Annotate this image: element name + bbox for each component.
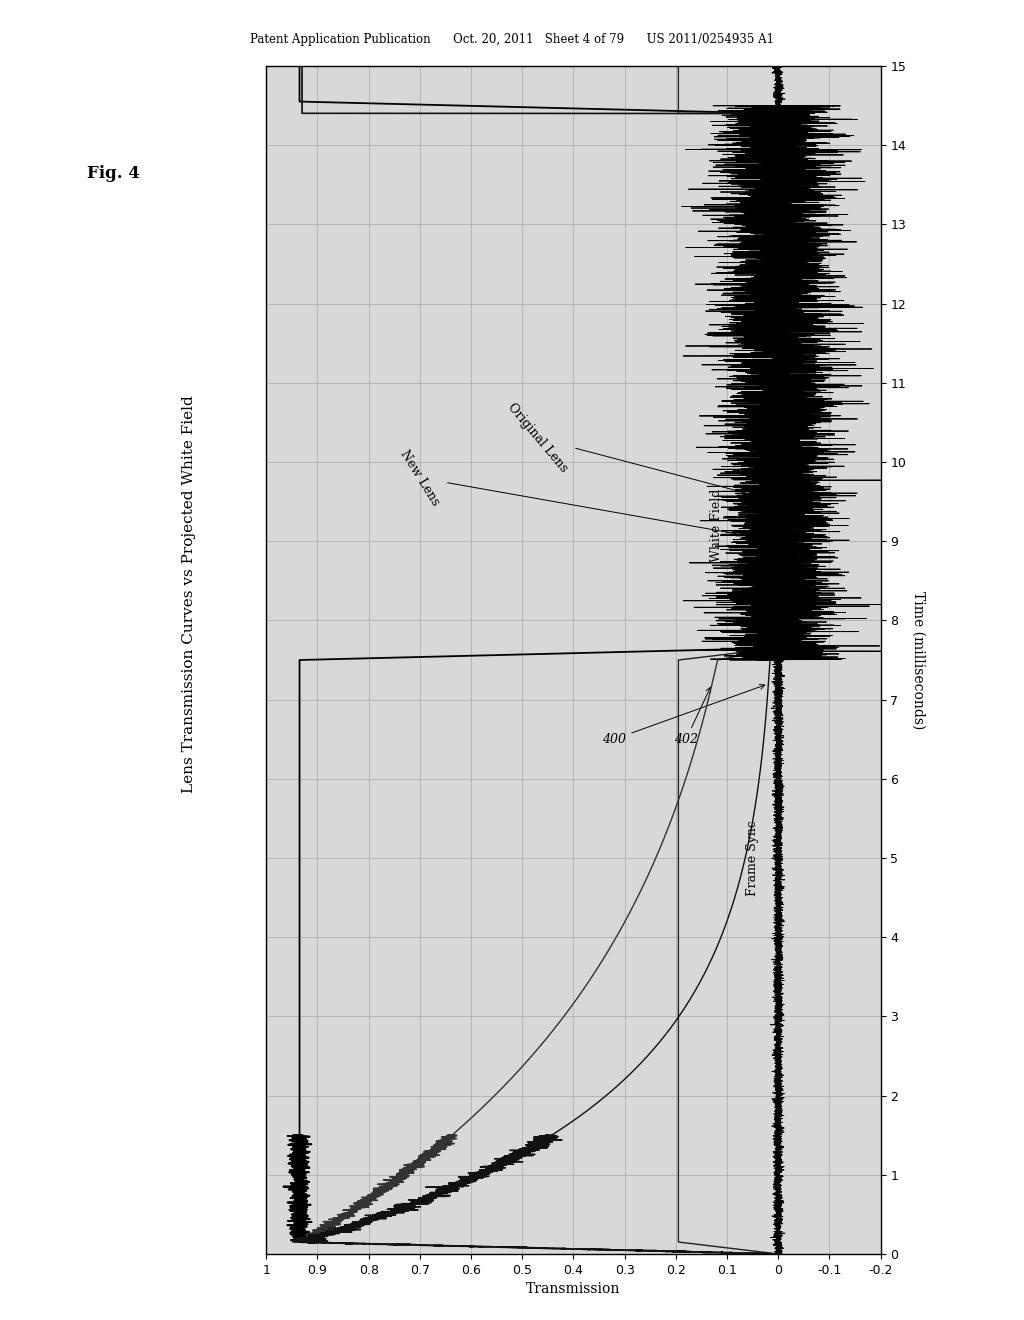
X-axis label: Transmission: Transmission — [526, 1282, 621, 1296]
Y-axis label: Time (milliseconds): Time (milliseconds) — [911, 591, 926, 729]
Text: Frame Sync: Frame Sync — [746, 820, 759, 896]
Text: Patent Application Publication      Oct. 20, 2011   Sheet 4 of 79      US 2011/0: Patent Application Publication Oct. 20, … — [250, 33, 774, 46]
Text: Original Lens: Original Lens — [505, 401, 774, 502]
Text: Lens Transmission Curves vs Projected White Field: Lens Transmission Curves vs Projected Wh… — [182, 395, 197, 793]
Text: White Field: White Field — [711, 488, 723, 562]
Text: 402: 402 — [674, 688, 711, 746]
Text: Fig. 4: Fig. 4 — [87, 165, 140, 182]
Text: New Lens: New Lens — [397, 447, 774, 543]
Text: 400: 400 — [602, 684, 765, 746]
